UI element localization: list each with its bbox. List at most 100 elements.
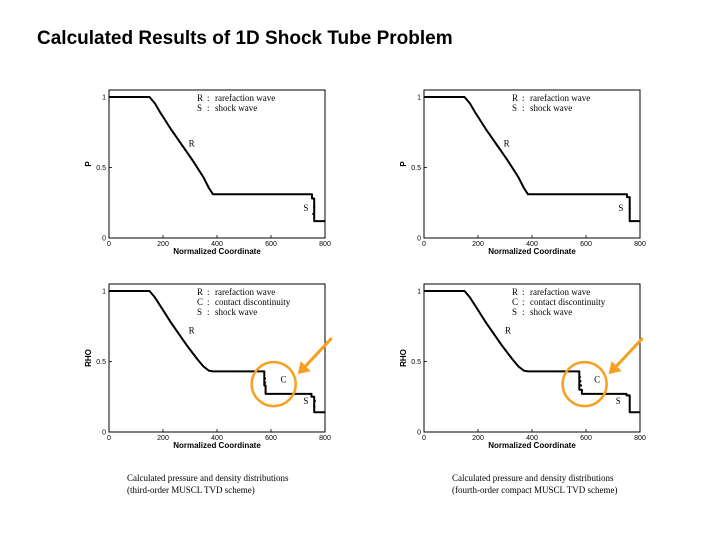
y-tick-label: 0 — [417, 236, 421, 243]
caption-line: (third-order MUSCL TVD scheme) — [127, 485, 255, 495]
y-tick-label: 0.5 — [96, 359, 106, 366]
x-tick-label: 600 — [265, 241, 277, 248]
data-point — [263, 377, 266, 380]
series-line — [424, 96, 640, 223]
x-axis-label: Normalized Coordinate — [488, 441, 576, 450]
x-tick-label: 200 — [472, 435, 484, 442]
y-tick-label: 0.5 — [411, 359, 421, 366]
x-axis-label: Normalized Coordinate — [173, 247, 261, 256]
legend-entry: shock wave — [530, 307, 572, 317]
data-point — [579, 380, 582, 383]
y-tick-label: 0.5 — [411, 165, 421, 172]
legend-key: R — [197, 93, 203, 103]
highlight-arrow-head — [297, 361, 311, 375]
wave-annotation: S — [303, 396, 308, 406]
wave-annotation: S — [303, 203, 308, 213]
legend-key: S — [197, 103, 202, 113]
data-point — [578, 375, 581, 379]
data-point — [313, 399, 316, 403]
caption-muscl3: Calculated pressure and density distribu… — [127, 472, 288, 496]
data-point — [628, 207, 631, 210]
caption-compact4: Calculated pressure and density distribu… — [452, 472, 617, 496]
legend-colon: : — [207, 103, 210, 113]
x-tick-label: 600 — [265, 435, 277, 442]
x-axis-label: Normalized Coordinate — [488, 247, 576, 256]
wave-annotation: R — [189, 325, 195, 335]
legend-entry: rarefaction wave — [530, 287, 590, 297]
data-point — [313, 405, 316, 408]
legend-key: S — [512, 307, 517, 317]
legend-key: C — [512, 297, 518, 307]
legend-entry: contact discontinuity — [530, 297, 606, 307]
legend-entry: rarefaction wave — [215, 287, 275, 297]
legend-key: R — [197, 287, 203, 297]
caption-line: Calculated pressure and density distribu… — [127, 473, 289, 483]
slide-title: Calculated Results of 1D Shock Tube Prob… — [37, 28, 453, 49]
x-tick-label: 400 — [526, 435, 538, 442]
x-tick-label: 800 — [634, 241, 646, 248]
highlight-arrow-shaft — [302, 337, 333, 370]
data-point — [263, 381, 267, 384]
legend-key: C — [197, 297, 203, 307]
legend-colon: : — [522, 287, 525, 297]
legend-key: R — [512, 287, 518, 297]
legend-key: S — [197, 307, 202, 317]
x-tick-label: 0 — [422, 241, 426, 248]
caption-line: Calculated pressure and density distribu… — [452, 473, 614, 483]
x-tick-label: 600 — [580, 435, 592, 442]
series-line — [424, 290, 640, 414]
x-tick-label: 200 — [157, 241, 169, 248]
chart-density-compact4: 0 200 400 600 800 0 0.5 1 Normalized Coordinate R… — [399, 283, 646, 450]
wave-annotation: C — [280, 375, 286, 385]
x-tick-label: 200 — [472, 241, 484, 248]
y-tick-label: 1 — [417, 95, 421, 102]
caption-line: (fourth-order compact MUSCL TVD scheme) — [452, 485, 618, 495]
x-tick-label: 0 — [107, 435, 111, 442]
legend-colon: : — [522, 103, 525, 113]
wave-annotation: R — [505, 325, 511, 335]
highlight-circle — [561, 360, 608, 408]
x-tick-label: 0 — [422, 435, 426, 442]
data-point — [579, 384, 583, 387]
wave-annotation: C — [594, 375, 600, 385]
y-tick-label: 0 — [417, 430, 421, 437]
x-tick-label: 0 — [107, 241, 111, 248]
y-axis-label: P — [399, 161, 408, 167]
legend-entry: rarefaction wave — [215, 93, 275, 103]
legend-colon: : — [207, 307, 210, 317]
data-point — [312, 212, 315, 216]
data-point — [313, 205, 316, 209]
legend-colon: : — [522, 307, 525, 317]
chart-pressure-compact4: 0 200 400 600 800 0 0.5 1 Normalized Coordinate P… — [399, 89, 646, 256]
y-axis-label: RHO — [399, 349, 408, 367]
y-tick-label: 0 — [102, 236, 106, 243]
legend-colon: : — [207, 287, 210, 297]
highlight-arrow-head — [608, 361, 622, 375]
x-tick-label: 400 — [526, 241, 538, 248]
y-axis-label: P — [84, 161, 93, 167]
x-tick-label: 800 — [319, 241, 331, 248]
legend-colon: : — [522, 93, 525, 103]
x-tick-label: 400 — [211, 435, 223, 442]
legend-entry: contact discontinuity — [215, 297, 291, 307]
x-tick-label: 800 — [634, 435, 646, 442]
legend-entry: rarefaction wave — [530, 93, 590, 103]
y-tick-label: 1 — [102, 95, 106, 102]
y-axis-label: RHO — [84, 349, 93, 367]
series-line — [109, 96, 325, 223]
legend-entry: shock wave — [530, 103, 572, 113]
wave-annotation: R — [189, 138, 195, 148]
legend-colon: : — [207, 297, 210, 307]
legend-colon: : — [522, 297, 525, 307]
legend-key: R — [512, 93, 518, 103]
x-axis-label: Normalized Coordinate — [173, 441, 261, 450]
legend-colon: : — [207, 93, 210, 103]
wave-annotation: S — [616, 396, 621, 406]
legend-entry: shock wave — [215, 307, 257, 317]
wave-annotation: R — [504, 138, 510, 148]
x-tick-label: 800 — [319, 435, 331, 442]
x-tick-label: 200 — [157, 435, 169, 442]
x-tick-label: 400 — [211, 241, 223, 248]
chart-density-muscl3: 0 200 400 600 800 0 0.5 1 Normalized Coordinate R… — [84, 283, 333, 450]
highlight-arrow-shaft — [613, 337, 644, 370]
